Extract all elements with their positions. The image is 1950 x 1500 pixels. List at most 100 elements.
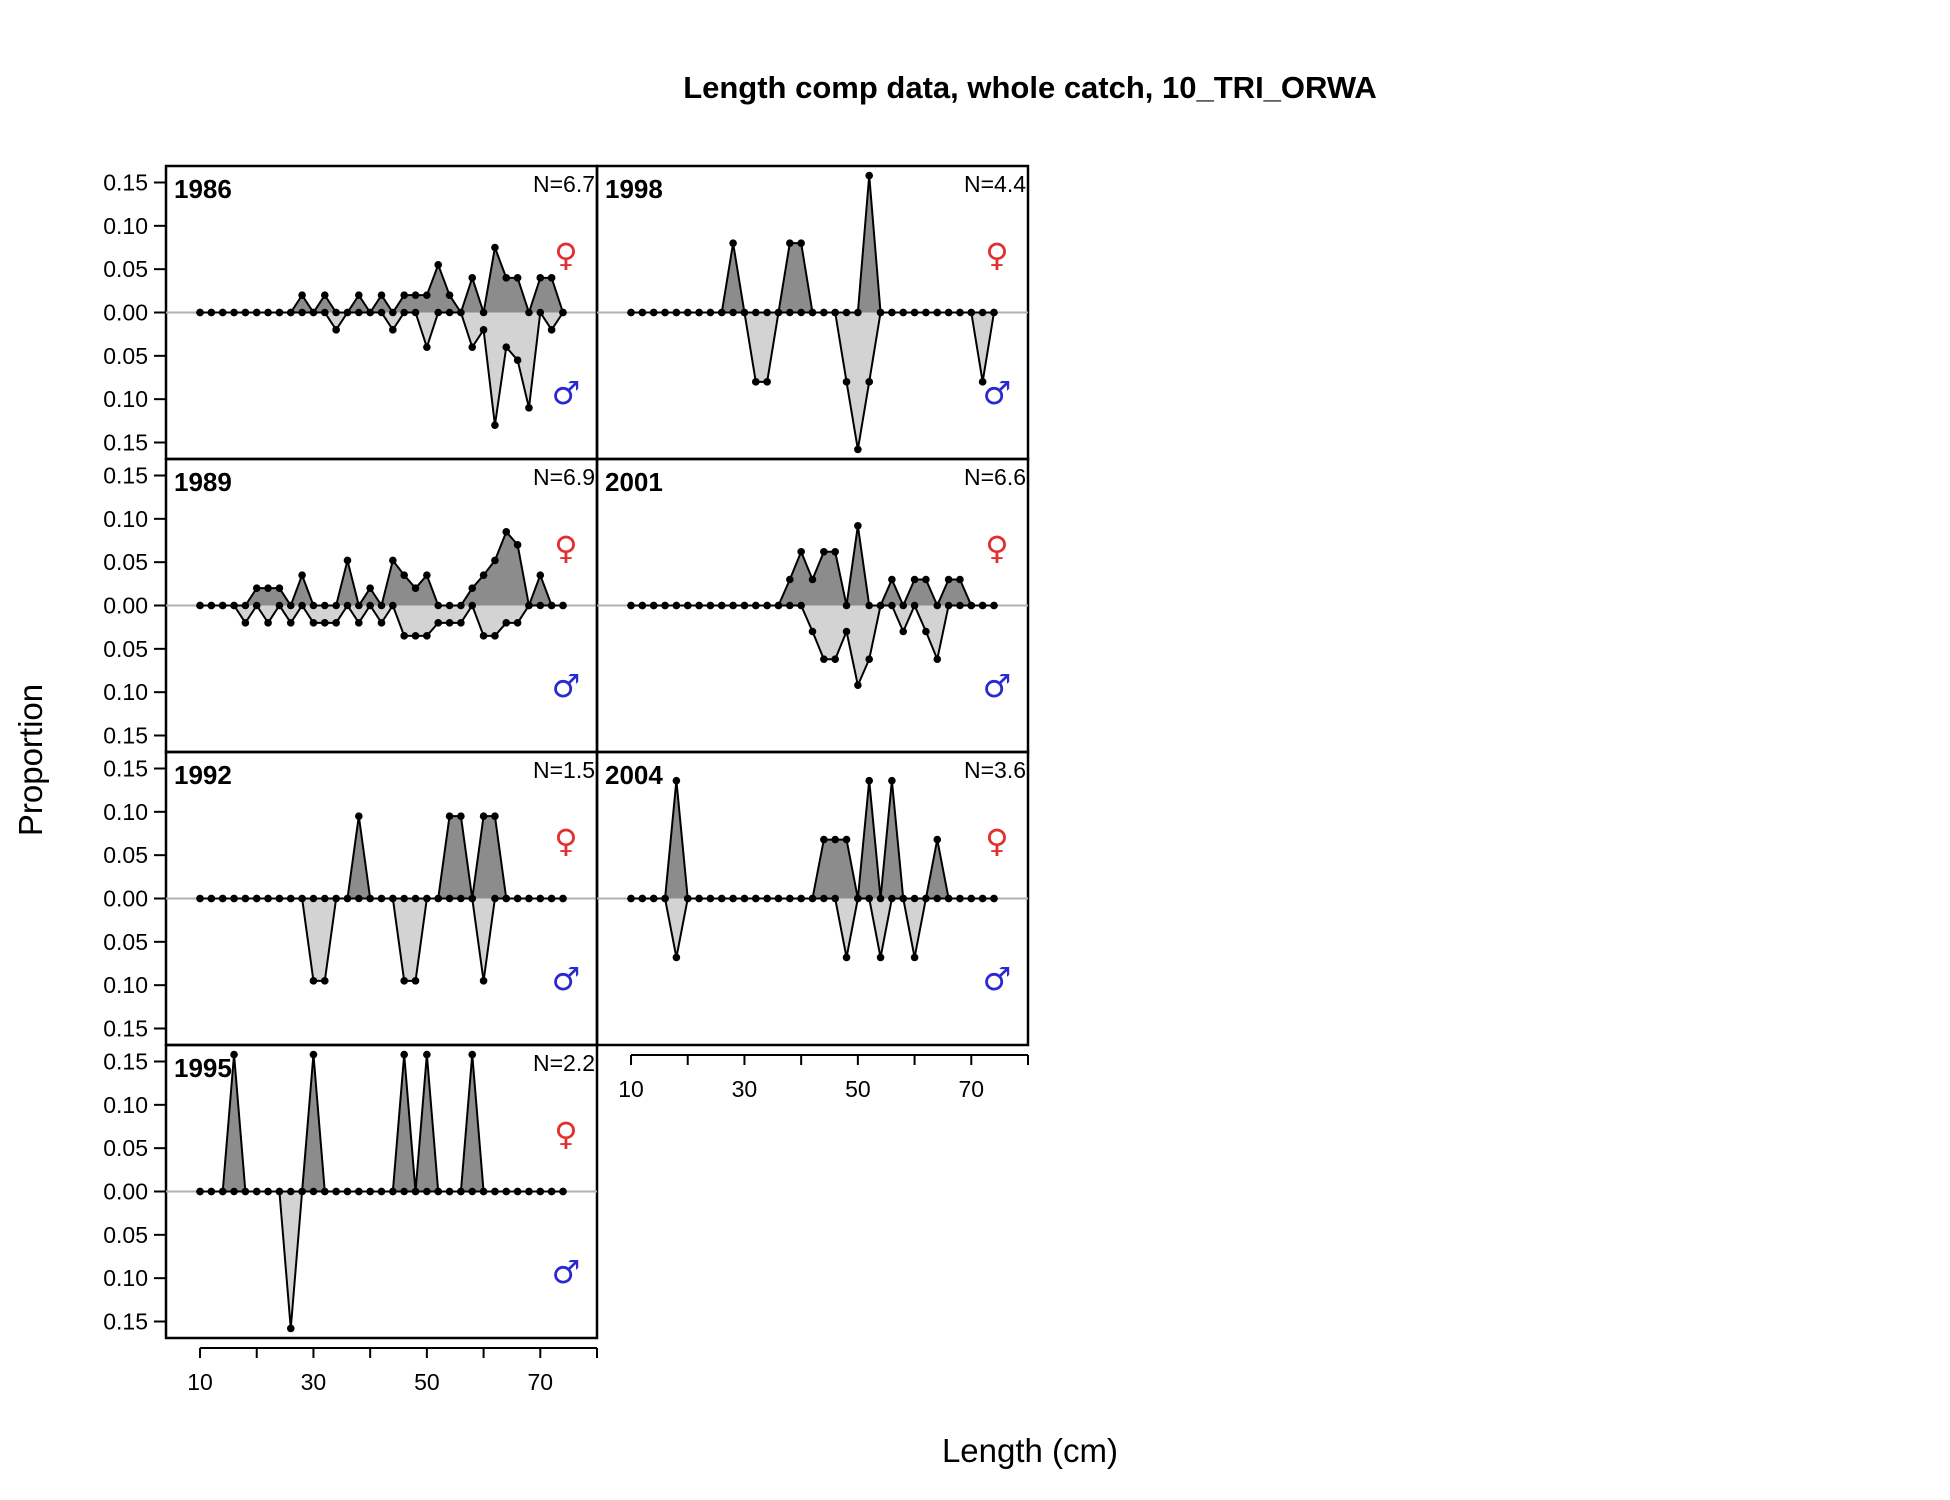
male-point: [218, 601, 227, 610]
y-tick-label: 0.15: [103, 723, 148, 749]
panel-year-label: 1995: [174, 1053, 232, 1083]
male-point: [559, 601, 567, 610]
male-point: [706, 894, 715, 903]
female-point: [854, 308, 862, 317]
female-symbol: ♀: [554, 822, 577, 860]
male-point: [888, 308, 896, 317]
male-point: [411, 977, 420, 985]
male-point: [672, 601, 681, 610]
male-point: [230, 1187, 238, 1196]
male-point: [786, 894, 794, 903]
male-point: [389, 326, 397, 334]
male-point: [434, 1187, 443, 1196]
male-point: [717, 308, 726, 317]
male-point: [468, 601, 477, 610]
male-point: [423, 343, 431, 351]
male-point: [797, 601, 805, 610]
male-area: [200, 1191, 563, 1329]
panel-year-label: 1986: [174, 174, 232, 204]
male-point: [672, 308, 681, 317]
male-point: [320, 308, 329, 317]
male-point: [479, 1187, 488, 1196]
male-line: [200, 1190, 563, 1329]
male-point: [683, 308, 692, 317]
male-point: [808, 627, 817, 636]
male-point: [820, 894, 828, 903]
panel-n-label: N=6.9: [533, 464, 595, 490]
y-tick-label: 0.10: [103, 213, 148, 239]
y-tick-label: 0.05: [103, 929, 148, 955]
male-point: [366, 601, 374, 610]
panel-n-label: N=6.6: [964, 464, 1026, 490]
male-point: [808, 894, 817, 903]
male-point: [967, 894, 976, 903]
female-point: [842, 835, 851, 844]
male-point: [355, 619, 363, 627]
male-point: [695, 308, 703, 317]
male-point: [661, 308, 669, 317]
y-axis-title: Proportion: [12, 684, 49, 836]
male-point: [309, 1187, 318, 1196]
female-point: [944, 575, 953, 584]
male-area: [631, 605, 994, 686]
female-point: [355, 812, 363, 820]
female-point: [320, 894, 329, 903]
female-point: [536, 274, 545, 282]
female-area: [631, 780, 994, 899]
male-point: [990, 601, 998, 610]
male-point: [355, 1187, 363, 1196]
panels-group: 1986 N=6.7♀♂0.150.100.050.000.050.100.151…: [103, 164, 1030, 1395]
female-point: [445, 812, 454, 820]
male-point: [967, 601, 976, 610]
male-point: [218, 1187, 227, 1196]
y-tick-label: 0.00: [103, 593, 148, 619]
female-point: [457, 601, 465, 610]
male-point: [559, 894, 567, 903]
male-point: [797, 308, 805, 317]
panel-1992: 1992 N=1.5 ♀ ♂ 0.15 0.10 0.05 0.00 0.05 0.10 0.15: [103, 750, 599, 1047]
male-symbol: ♂: [552, 1253, 581, 1291]
male-point: [252, 308, 261, 317]
female-point: [820, 547, 828, 556]
female-point: [400, 894, 408, 903]
female-point: [865, 171, 874, 180]
male-point: [627, 894, 635, 903]
female-area: [200, 531, 563, 606]
female-point: [899, 601, 908, 610]
panel-1995: 1995 N=2.2 ♀ ♂ 0.15 0.10 0.05 0.00 0.05 0.10 0.15: [103, 1043, 599, 1340]
male-point: [491, 894, 499, 903]
male-point: [786, 308, 794, 317]
female-point: [343, 556, 352, 565]
female-point: [400, 291, 408, 299]
male-point: [468, 1187, 477, 1196]
female-point: [910, 575, 919, 584]
male-point: [196, 1187, 204, 1196]
male-point: [786, 601, 794, 610]
male-point: [491, 1187, 499, 1196]
male-point: [320, 1187, 329, 1196]
female-point: [423, 571, 431, 579]
male-point: [740, 894, 749, 903]
male-point: [230, 894, 238, 903]
panel-1998: 1998 N=4.4 ♀ ♂: [595, 164, 1030, 461]
female-point: [320, 601, 329, 610]
male-point: [899, 627, 908, 636]
male-point: [389, 894, 397, 903]
male-point: [445, 619, 454, 627]
female-point: [536, 571, 545, 579]
female-point: [355, 601, 363, 610]
female-point: [502, 528, 511, 536]
male-point: [332, 619, 340, 627]
male-point: [241, 1187, 250, 1196]
male-point: [411, 632, 420, 640]
male-point: [196, 894, 204, 903]
male-point: [978, 601, 987, 610]
male-point: [366, 894, 374, 903]
male-point: [899, 308, 908, 317]
female-point: [786, 239, 794, 247]
x-tick-label: 10: [618, 1076, 644, 1102]
female-point: [309, 1050, 318, 1059]
female-point: [729, 239, 737, 247]
male-point: [264, 1187, 272, 1196]
male-line: [631, 897, 994, 958]
